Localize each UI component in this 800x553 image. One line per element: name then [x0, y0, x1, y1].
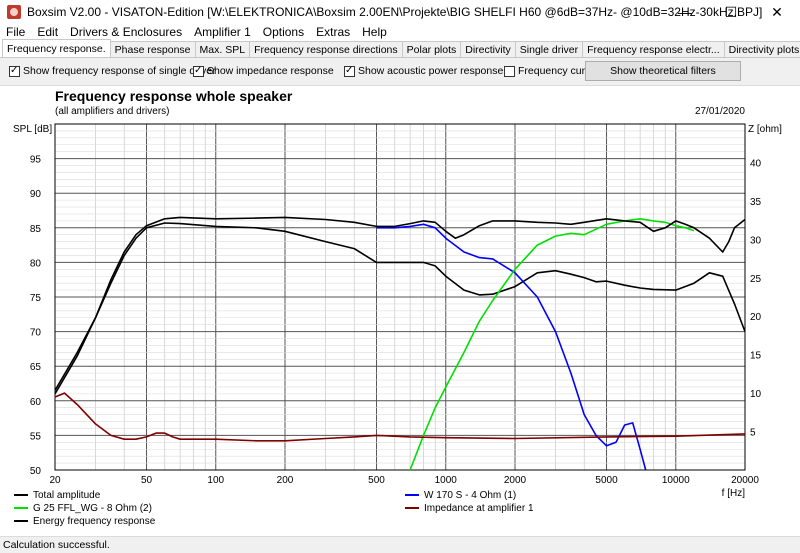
menu-extras[interactable]: Extras — [316, 25, 351, 39]
x-tick-label: 2000 — [504, 475, 527, 486]
y2-tick-label: 20 — [750, 312, 762, 323]
title-bar: Boxsim V2.00 - VISATON-Edition [W:\ELEKT… — [0, 0, 800, 24]
x-tick-label: 20000 — [731, 475, 759, 486]
frequency-cursor-option[interactable]: Frequency cursor — [504, 65, 600, 77]
minimize-button[interactable]: — — [678, 4, 692, 20]
x-tick-label: 200 — [277, 475, 294, 486]
y-tick-label: 90 — [30, 189, 42, 200]
window-title: Boxsim V2.00 - VISATON-Edition [W:\ELEKT… — [27, 5, 763, 19]
legend-label: Energy frequency response — [33, 516, 156, 527]
legend-label: W 170 S - 4 Ohm (1) — [424, 490, 516, 501]
series-line-4 — [54, 216, 746, 395]
menu-drivers-enclosures[interactable]: Drivers & Enclosures — [70, 25, 183, 39]
menu-bar: File Edit Drivers & Enclosures Amplifier… — [0, 24, 800, 40]
tab-directivity[interactable]: Directivity — [460, 41, 516, 57]
menu-file[interactable]: File — [6, 25, 26, 39]
impedance-option[interactable]: Show impedance response — [193, 64, 334, 78]
tab-polar-plots[interactable]: Polar plots — [401, 41, 462, 57]
x-tick-label: 500 — [368, 475, 385, 486]
chart-subtitle: (all amplifiers and drivers) — [55, 106, 169, 117]
series-line-1 — [54, 222, 746, 391]
x-tick-label: 5000 — [595, 475, 618, 486]
chart-legend: Total amplitude G 25 FFL_WG - 8 Ohm (2) En… — [14, 490, 534, 527]
y-tick-label: 65 — [30, 362, 42, 373]
menu-amplifier[interactable]: Amplifier 1 — [194, 25, 251, 39]
plot-frame — [54, 123, 746, 471]
single-driver-label: Show frequency response of single driver — [23, 65, 216, 77]
y-tick-label: 60 — [30, 397, 42, 408]
tab-frequency-response-electrical[interactable]: Frequency response electr... — [582, 41, 725, 57]
y2-tick-label: 35 — [750, 197, 762, 208]
show-theoretical-filters-button[interactable]: Show theoretical filters — [585, 61, 741, 81]
y2-tick-label: 25 — [750, 274, 762, 285]
y-tick-label: 55 — [30, 431, 42, 442]
tab-bar: Frequency response. Phase response Max. … — [0, 39, 800, 58]
y2-tick-label: 15 — [750, 351, 762, 362]
x-tick-label: 50 — [141, 475, 153, 486]
series-line-2 — [376, 223, 647, 471]
maximize-button[interactable]: ☐ — [724, 3, 738, 20]
y-tick-label: 95 — [30, 155, 42, 166]
y2-axis-label: Z [ohm] — [748, 124, 782, 135]
chart-date: 27/01/2020 — [695, 106, 745, 117]
tab-frequency-response-directions[interactable]: Frequency response directions — [249, 41, 403, 57]
frequency-response-chart: Frequency response whole speaker (all am… — [13, 88, 782, 527]
close-button[interactable]: ✕ — [771, 3, 783, 20]
tab-directivity-plots[interactable]: Directivity plots — [723, 41, 800, 57]
tab-max-spl[interactable]: Max. SPL — [194, 41, 251, 57]
tab-phase-response[interactable]: Phase response — [109, 41, 196, 57]
y-tick-label: 70 — [30, 328, 42, 339]
chart-grid — [54, 123, 746, 471]
menu-edit[interactable]: Edit — [37, 25, 59, 39]
series-line-3 — [409, 218, 695, 471]
series-line-5 — [54, 392, 746, 442]
y-tick-label: 75 — [30, 293, 42, 304]
impedance-label: Show impedance response — [207, 65, 334, 77]
x-tick-label: 100 — [207, 475, 224, 486]
frequency-cursor-checkbox[interactable] — [504, 65, 515, 77]
y-axis-label: SPL [dB] — [13, 124, 52, 135]
x-tick-label: 10000 — [662, 475, 690, 486]
menu-help[interactable]: Help — [362, 25, 387, 39]
acoustic-power-checkbox[interactable] — [344, 64, 355, 78]
x-axis-label: f [Hz] — [722, 488, 746, 499]
chart-panel: Frequency response whole speaker (all am… — [0, 86, 800, 536]
app-icon — [7, 5, 21, 19]
acoustic-power-option[interactable]: Show acoustic power response — [344, 64, 504, 78]
y2-tick-label: 5 — [750, 428, 756, 439]
chart-title: Frequency response whole speaker — [55, 88, 293, 104]
acoustic-power-label: Show acoustic power response — [358, 65, 504, 77]
single-driver-option[interactable]: Show frequency response of single driver — [9, 64, 216, 78]
legend-label: Impedance at amplifier 1 — [424, 503, 534, 514]
tab-frequency-response[interactable]: Frequency response. — [2, 39, 111, 57]
y2-tick-label: 30 — [750, 235, 762, 246]
axis-ticks: 50 55 60 65 70 75 80 85 90 95 5 10 15 20 25 30 35 40 20 50 1… — [30, 155, 762, 486]
legend-label: G 25 FFL_WG - 8 Ohm (2) — [33, 503, 152, 514]
legend-label: Total amplitude — [33, 490, 101, 501]
impedance-checkbox[interactable] — [193, 64, 204, 78]
frequency-cursor-label: Frequency cursor — [518, 65, 600, 77]
y-tick-label: 80 — [30, 258, 42, 269]
menu-options[interactable]: Options — [262, 25, 305, 39]
status-bar: Calculation successful. — [0, 536, 800, 553]
chart-series — [54, 216, 746, 471]
tab-single-driver[interactable]: Single driver — [514, 41, 584, 57]
y-tick-label: 50 — [30, 466, 42, 477]
y-tick-label: 85 — [30, 224, 42, 235]
y2-tick-label: 40 — [750, 158, 762, 169]
x-tick-label: 20 — [49, 475, 61, 486]
y2-tick-label: 10 — [750, 389, 762, 400]
x-tick-label: 1000 — [435, 475, 458, 486]
single-driver-checkbox[interactable] — [9, 64, 20, 78]
